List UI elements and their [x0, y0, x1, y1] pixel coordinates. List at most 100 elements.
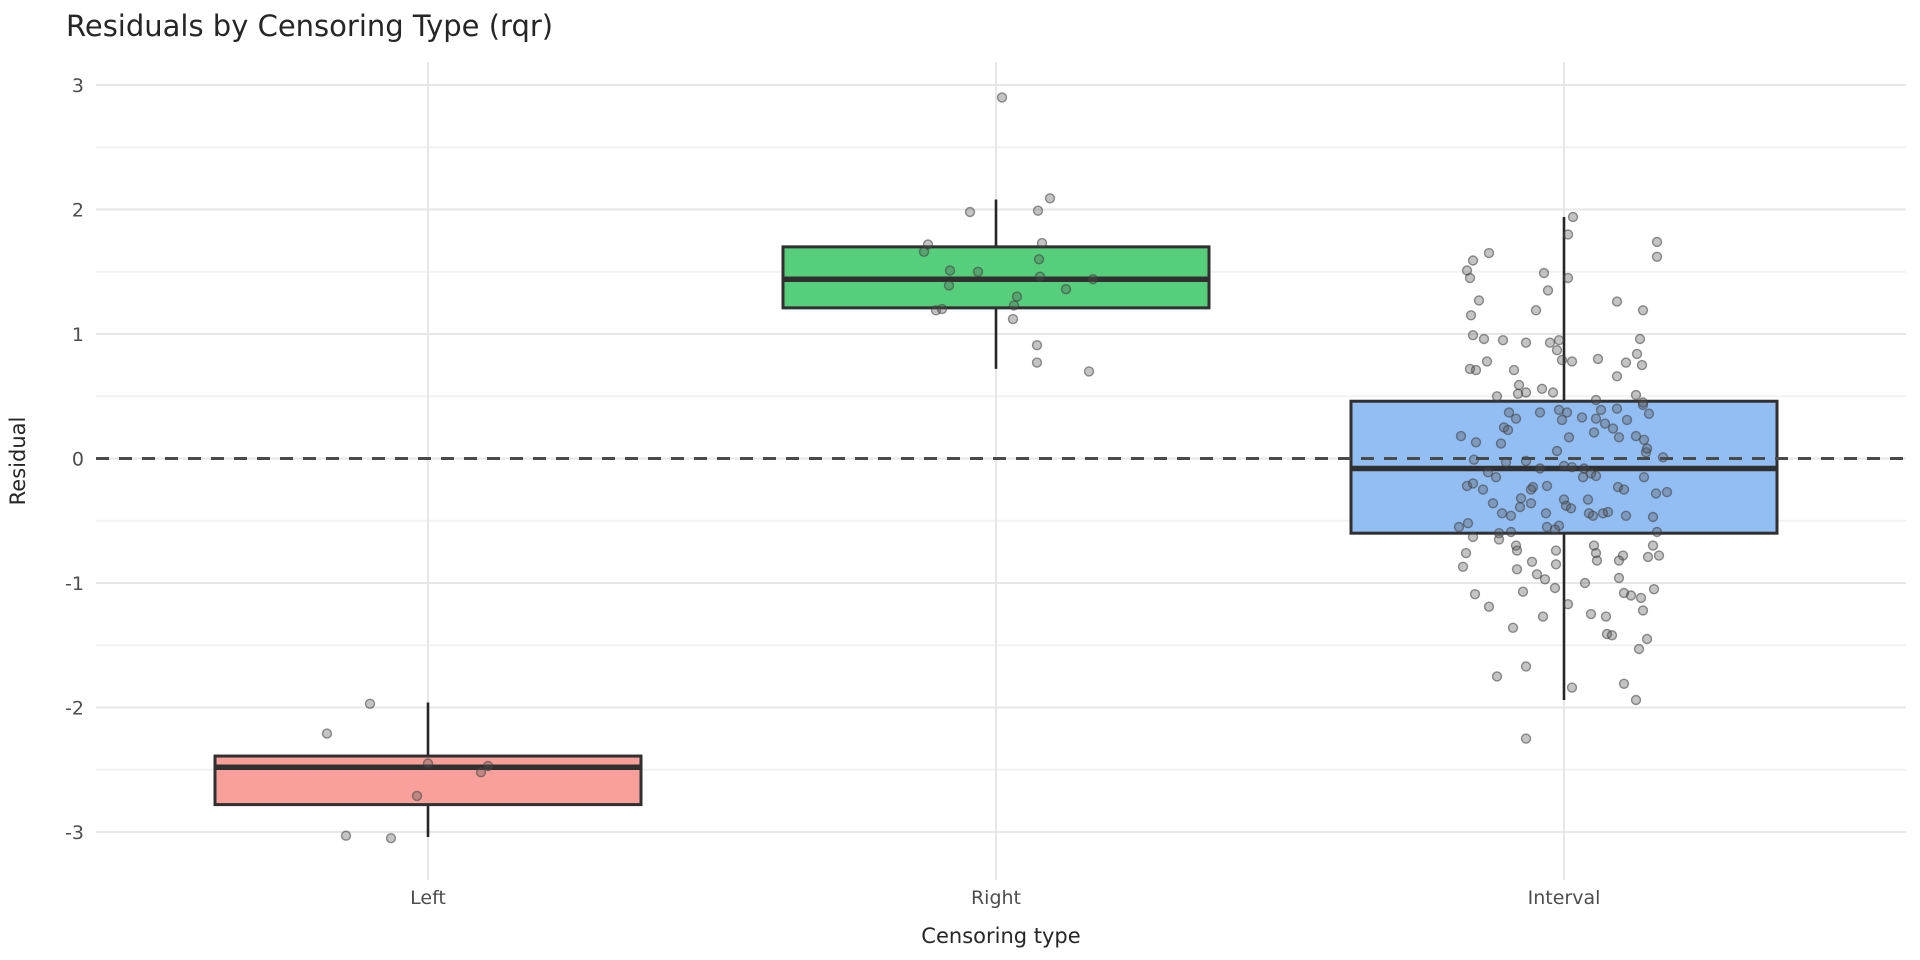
- data-point: [1620, 357, 1632, 368]
- data-point: [1487, 498, 1499, 509]
- data-point: [1467, 531, 1479, 543]
- data-point: [1638, 472, 1650, 483]
- data-point: [1467, 255, 1479, 266]
- data-point: [1653, 550, 1665, 561]
- data-point: [1036, 237, 1048, 249]
- data-point: [1510, 413, 1522, 424]
- data-point: [1579, 577, 1591, 589]
- data-point: [1031, 357, 1043, 368]
- y-tick-label: 3: [72, 75, 84, 97]
- data-point: [1525, 484, 1537, 495]
- data-point: [1592, 353, 1604, 365]
- data-point: [1590, 547, 1602, 559]
- data-point: [1637, 305, 1649, 316]
- data-point: [1566, 682, 1578, 693]
- data-point: [1470, 437, 1482, 448]
- data-point: [1481, 356, 1493, 367]
- jitter-points-interval: [1453, 211, 1673, 744]
- data-point: [1634, 333, 1646, 345]
- y-tick-label: -2: [65, 698, 84, 720]
- data-point: [1621, 414, 1633, 426]
- y-axis-title: Residual: [6, 416, 30, 506]
- data-point: [1620, 510, 1632, 521]
- y-tick-label: -1: [65, 573, 84, 595]
- data-point: [1560, 500, 1572, 511]
- data-point: [1538, 267, 1550, 279]
- data-point: [1566, 356, 1578, 367]
- data-point: [1470, 364, 1482, 376]
- data-point: [1650, 488, 1662, 499]
- y-tick-label: 2: [72, 200, 84, 222]
- data-point: [1493, 534, 1505, 545]
- data-point: [1530, 305, 1542, 316]
- data-point: [1577, 472, 1589, 483]
- data-point: [1044, 193, 1056, 204]
- jitter-points-right: [918, 92, 1099, 377]
- data-point: [1637, 399, 1649, 411]
- data-point: [1565, 503, 1577, 514]
- data-point: [1461, 480, 1473, 492]
- data-point: [1467, 478, 1479, 489]
- data-point: [1618, 484, 1630, 495]
- data-point: [1602, 506, 1614, 518]
- data-point: [1033, 254, 1045, 265]
- data-point: [1465, 310, 1477, 321]
- data-point: [1503, 407, 1515, 418]
- jitter-points-left: [321, 698, 494, 844]
- data-point: [1642, 551, 1654, 563]
- data-point: [1590, 394, 1602, 406]
- data-point: [1611, 403, 1623, 414]
- data-point: [1457, 561, 1469, 572]
- data-point: [1588, 427, 1600, 438]
- data-point: [1651, 236, 1663, 248]
- data-point: [1478, 333, 1490, 345]
- data-point: [1517, 586, 1529, 597]
- data-point: [385, 833, 397, 844]
- data-point: [1611, 371, 1623, 382]
- data-point: [475, 767, 487, 778]
- data-point: [1613, 432, 1625, 443]
- data-point: [422, 758, 434, 769]
- data-point: [1607, 423, 1619, 434]
- data-point: [1657, 452, 1669, 463]
- data-point: [1520, 455, 1532, 467]
- data-point: [1647, 540, 1659, 551]
- data-point: [1630, 694, 1642, 706]
- data-point: [1453, 521, 1465, 533]
- data-point: [1641, 443, 1653, 454]
- data-point: [1483, 601, 1495, 612]
- data-point: [1500, 457, 1512, 468]
- box-group-interval: [1349, 216, 1779, 701]
- data-point: [340, 830, 352, 841]
- data-point: [1483, 247, 1495, 259]
- data-point: [1630, 389, 1642, 401]
- data-point: [1087, 274, 1099, 285]
- data-point: [1539, 574, 1551, 585]
- box-group-left: [213, 702, 643, 837]
- data-point: [1661, 486, 1673, 498]
- data-point: [1542, 285, 1554, 296]
- data-point: [1534, 463, 1546, 474]
- data-point: [1526, 556, 1538, 567]
- data-point: [1651, 526, 1663, 538]
- data-point: [1083, 366, 1095, 377]
- data-point: [1007, 313, 1019, 325]
- data-point: [321, 728, 333, 739]
- data-point: [1511, 564, 1523, 575]
- data-point: [944, 265, 956, 276]
- data-point: [1491, 671, 1503, 682]
- data-point: [1540, 508, 1552, 519]
- data-point: [1636, 359, 1648, 371]
- data-point: [1643, 408, 1655, 419]
- data-point: [1563, 432, 1575, 443]
- data-point: [1637, 605, 1649, 616]
- data-point: [1553, 335, 1565, 346]
- data-point: [1631, 348, 1643, 360]
- data-point: [1511, 545, 1523, 556]
- y-tick-label: -3: [65, 822, 84, 844]
- data-point: [1034, 271, 1046, 282]
- data-point: [1513, 379, 1525, 391]
- data-point: [943, 280, 955, 291]
- data-point: [1567, 211, 1579, 223]
- data-point: [1638, 434, 1650, 445]
